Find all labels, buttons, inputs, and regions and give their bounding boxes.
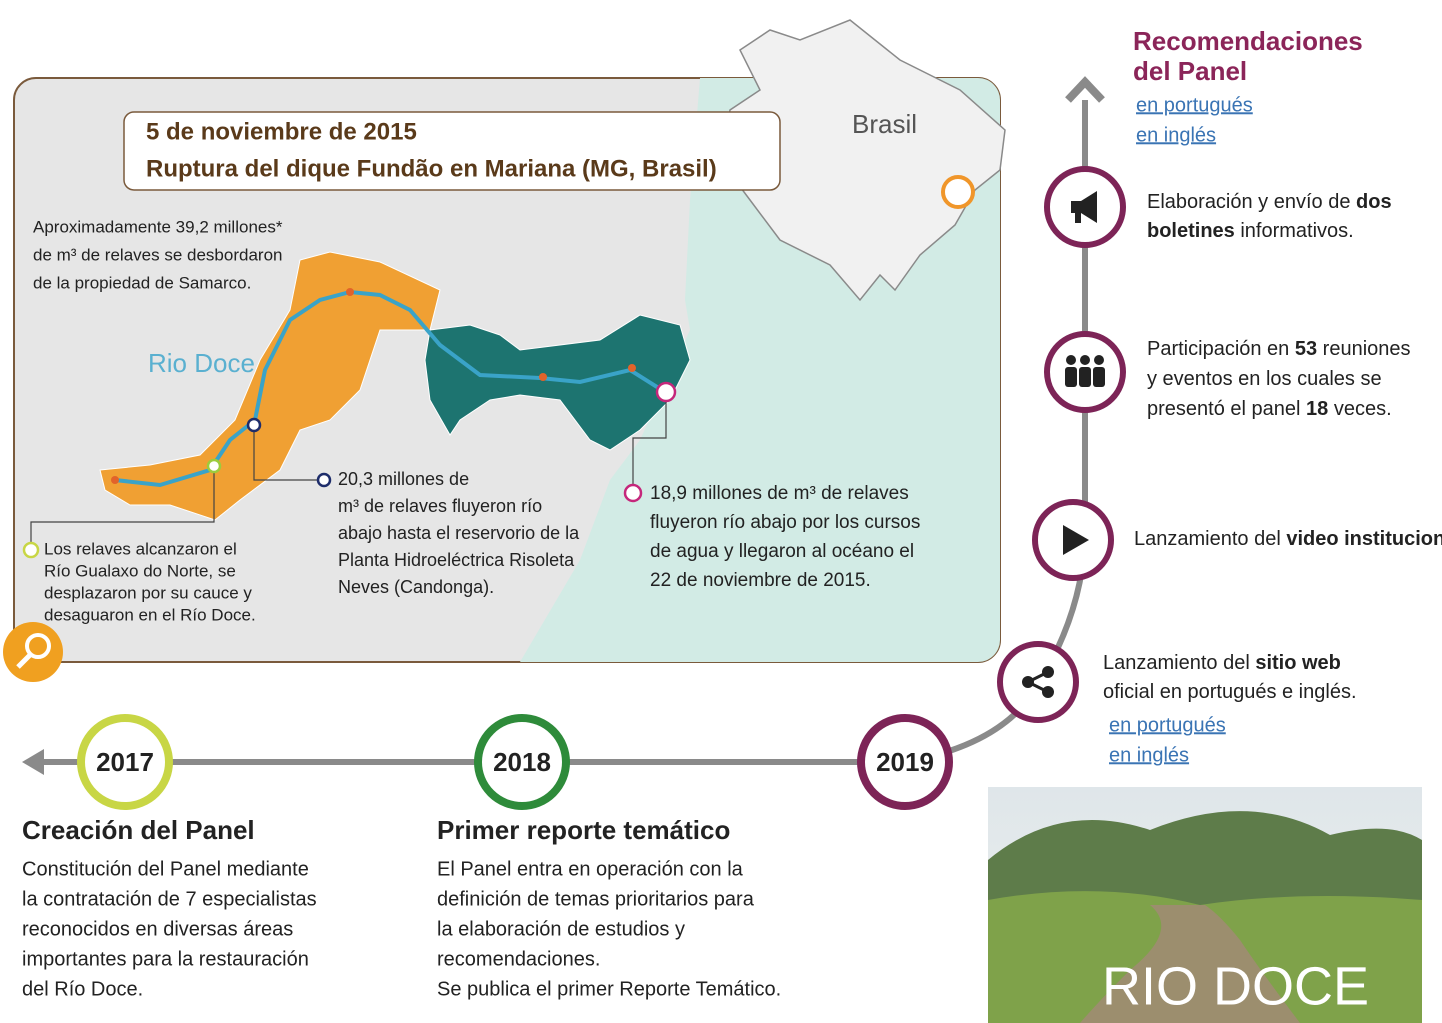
river-label: Rio Doce xyxy=(148,348,255,378)
event-text-part: Lanzamiento del xyxy=(1134,528,1286,550)
map-date: 5 de noviembre de 2015 xyxy=(146,118,417,145)
year-label: 2017 xyxy=(96,747,154,777)
milestone-description: reconocidos en diversas áreas xyxy=(22,918,293,940)
timeline-arrow xyxy=(1068,82,1102,100)
country-label: Brasil xyxy=(852,109,917,139)
event-text: oficial en portugués e inglés. xyxy=(1103,681,1357,703)
event-icon xyxy=(1065,355,1105,387)
point-marker xyxy=(208,460,220,472)
event-text-part: Lanzamiento del xyxy=(1103,652,1255,674)
event-text-part: Elaboración y envío de xyxy=(1147,191,1356,213)
milestone-description: la elaboración de estudios y xyxy=(437,918,685,940)
map-note: Aproximadamente 39,2 millones* xyxy=(33,217,283,236)
timeline-arrow xyxy=(22,749,44,775)
milestone-description: definición de temas prioritarios para xyxy=(437,888,755,910)
map-note: fluyeron río abajo por los cursos xyxy=(650,512,920,533)
event-text-part: veces. xyxy=(1328,398,1391,420)
event-text-part: video institucional. xyxy=(1286,528,1442,550)
milestone-title: Creación del Panel xyxy=(22,815,255,845)
map-note: Planta Hidroeléctrica Risoleta xyxy=(338,550,575,570)
map-note: Río Gualaxo do Norte, se xyxy=(44,561,236,580)
event-text-part: dos xyxy=(1356,191,1392,213)
point-marker xyxy=(248,419,260,431)
map-note: de m³ de relaves se desbordaron xyxy=(33,245,282,264)
milestone-description: importantes para la restauración xyxy=(22,948,309,970)
map-note: 18,9 millones de m³ de relaves xyxy=(650,483,909,504)
recommendations-link[interactable]: en inglés xyxy=(1136,124,1216,146)
milestone-title: Primer reporte temático xyxy=(437,815,730,845)
event-text-part: informativos. xyxy=(1235,220,1354,242)
map-headline: Ruptura del dique Fundão en Mariana (MG,… xyxy=(146,155,717,182)
map-note: Neves (Candonga). xyxy=(338,577,494,597)
event-text: boletines informativos. xyxy=(1147,220,1354,242)
map-note: 22 de noviembre de 2015. xyxy=(650,570,871,591)
event-text-part: oficial en portugués e inglés. xyxy=(1103,681,1357,703)
map-note: desaguaron en el Río Doce. xyxy=(44,605,256,624)
event-text-part: y eventos en los cuales se xyxy=(1147,368,1382,390)
milestone-description: la contratación de 7 especialistas xyxy=(22,888,317,910)
map-note: de la propiedad de Samarco. xyxy=(33,273,251,292)
event-text-part: Participación en xyxy=(1147,338,1295,360)
location-marker xyxy=(943,177,973,207)
milestone-description: recomendaciones. xyxy=(437,948,600,970)
event-text: Lanzamiento del sitio web xyxy=(1103,652,1341,674)
map-note: de agua y llegaron al océano el xyxy=(650,541,914,562)
map-note: Los relaves alcanzaron el xyxy=(44,539,237,558)
recommendations-title: Recomendaciones xyxy=(1133,26,1363,56)
event-circle xyxy=(1000,644,1076,720)
event-text: Participación en 53 reuniones xyxy=(1147,338,1411,360)
milestone-description: del Río Doce. xyxy=(22,978,143,1000)
milestone-description: Constitución del Panel mediante xyxy=(22,858,309,880)
event-text: presentó el panel 18 veces. xyxy=(1147,398,1392,420)
photo-caption: RIO DOCE xyxy=(1102,956,1369,1016)
event-text-part: presentó el panel xyxy=(1147,398,1306,420)
note-marker xyxy=(24,543,38,557)
event-text-part: 53 xyxy=(1295,338,1317,360)
map-note: abajo hasta el reservorio de la xyxy=(338,523,580,543)
map-note: 20,3 millones de xyxy=(338,469,469,489)
point-marker xyxy=(657,383,675,401)
event-text-part: 18 xyxy=(1306,398,1328,420)
infographic: Brasil 5 de noviembre de 2015 Ruptura de… xyxy=(0,0,1442,1023)
event-text-part: sitio web xyxy=(1255,652,1341,674)
note-marker xyxy=(625,485,641,501)
event-text: Lanzamiento del video institucional. xyxy=(1134,528,1442,550)
recommendations-title: del Panel xyxy=(1133,56,1247,86)
milestone-description: El Panel entra en operación con la xyxy=(437,858,744,880)
milestone-description: Se publica el primer Reporte Temático. xyxy=(437,978,781,1000)
note-marker xyxy=(318,474,330,486)
event-text: Elaboración y envío de dos xyxy=(1147,191,1392,213)
zoom-icon[interactable] xyxy=(3,622,63,682)
event-text-part: boletines xyxy=(1147,220,1235,242)
event-link[interactable]: en inglés xyxy=(1109,744,1189,766)
event-text-part: reuniones xyxy=(1317,338,1410,360)
year-label: 2018 xyxy=(493,747,551,777)
map-note: m³ de relaves fluyeron río xyxy=(338,496,542,516)
recommendations-link[interactable]: en portugués xyxy=(1136,94,1253,116)
event-text: y eventos en los cuales se xyxy=(1147,368,1382,390)
map-note: desplazaron por su cauce y xyxy=(44,583,252,602)
event-link[interactable]: en portugués xyxy=(1109,714,1226,736)
year-label: 2019 xyxy=(876,747,934,777)
